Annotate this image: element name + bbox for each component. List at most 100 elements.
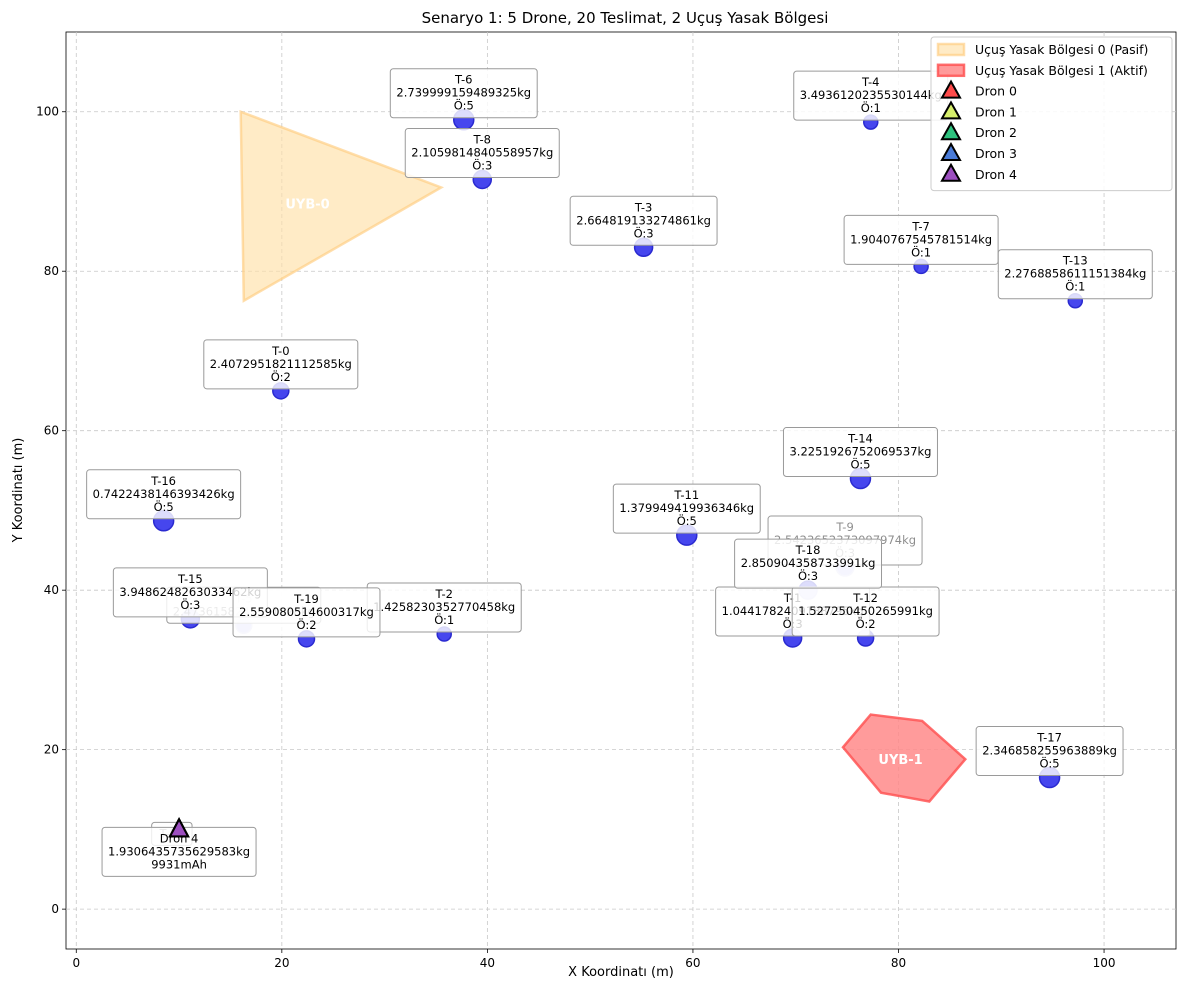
label-line: T-15 [177,572,203,586]
x-tick-label: 100 [1093,956,1116,970]
y-tick-label: 80 [44,264,59,278]
legend-entry: Dron 3 [940,141,1017,161]
drone-markers [168,817,190,838]
label-box [612,483,761,534]
label-line: Ö:2 [271,368,291,384]
legend-swatch [936,42,966,57]
label-line: Ö:3 [472,157,492,173]
x-tick-label: 20 [274,956,289,970]
label-line: 2.346858255963889kg [982,744,1117,758]
legend-entry: Dron 1 [940,100,1017,120]
label-line: T-16 [150,474,176,488]
label-line: 0.7422438146393426kg [93,487,235,501]
label-line: T-17 [1036,731,1062,745]
label-line: 1.527250450265991kg [798,604,933,618]
label-line: T-19 [293,592,319,606]
chart-title: Senaryo 1: 5 Drone, 20 Teslimat, 2 Uçuş … [422,9,829,27]
legend-entry: Dron 0 [940,79,1017,99]
label-line: T-3 [634,200,652,214]
x-tick-label: 80 [891,956,906,970]
label-box [232,587,381,638]
label-line: Ö:3 [798,567,818,583]
label-line: T-6 [454,73,472,87]
label-line: T-2 [435,587,453,601]
axes: 0 20 40 60 80 100 0 20 40 60 80 100 [36,105,1115,970]
legend-entry: Dron 2 [940,121,1017,141]
drone-marker-4 [168,817,190,838]
legend-swatch [940,100,962,120]
label-line: 2.559080514600317kg [239,605,374,619]
label-line: 1.9040767545781514kg [850,232,992,246]
no-fly-zone-label: UYB-1 [878,753,922,768]
label-line: 1.4258230352770458kg [373,600,515,614]
label-line: 3.9486248263033462kg [119,585,261,599]
label-line: T-0 [271,344,289,358]
delivery-labels: T-02.4072951821112585kgÖ:2T-11.044178240… [86,68,1153,877]
y-tick-label: 100 [36,105,59,119]
label-line: T-8 [473,133,491,147]
label-line: T-11 [673,488,699,502]
legend-label: Dron 0 [975,84,1017,99]
y-tick-label: 40 [44,583,59,597]
y-tick-label: 0 [51,902,59,916]
label-line: Ö:1 [861,99,881,115]
label-line: Ö:5 [454,97,474,113]
label-box [975,726,1124,777]
label-line: Ö:1 [434,611,454,627]
label-line: Dron 4 [160,831,199,845]
legend-label: Dron 3 [975,146,1017,161]
legend-entry: Dron 4 [940,162,1017,182]
x-tick-label: 40 [480,956,495,970]
no-fly-zones: UYB-0 UYB-1 [239,109,968,803]
x-tick-label: 60 [685,956,700,970]
label-line: 2.850904358733991kg [741,556,876,570]
label-line: 9931mAh [151,857,207,871]
legend-label: Dron 1 [975,104,1017,119]
label-line: T-9 [835,520,853,534]
label-line: Ö:1 [911,243,931,259]
label-line: 1.9306435735629583kg [108,844,250,858]
label-line: T-14 [847,432,873,446]
label-box [782,427,938,478]
legend-label: Dron 2 [975,125,1017,140]
no-fly-zone-1 [841,713,968,803]
legend-label: Uçuş Yasak Bölgesi 0 (Pasif) [975,42,1148,57]
label-box [997,249,1153,300]
label-line: Ö:5 [154,498,174,514]
x-axis-title: X Koordinatı (m) [568,965,674,980]
label-line: 3.2251926752069537kg [789,445,931,459]
label-line: 2.664819133274861kg [576,213,711,227]
label-line: Ö:5 [677,512,697,528]
no-fly-zone-0 [239,109,445,303]
label-box [404,128,560,179]
legend-entry: Uçuş Yasak Bölgesi 0 (Pasif) [936,42,1148,57]
label-line: T-12 [852,591,878,605]
legend: Uçuş Yasak Bölgesi 0 (Pasif) Uçuş Yasak B… [930,36,1173,192]
legend-frame [930,36,1173,192]
legend-entry: Uçuş Yasak Bölgesi 1 (Aktif) [936,63,1148,78]
label-line: Ö:3 [180,596,200,612]
y-tick-label: 20 [44,743,59,757]
label-line: T-13 [1062,254,1088,268]
legend-swatch [936,63,966,78]
label-line: Ö:1 [1065,278,1085,294]
label-line: 2.4072951821112585kg [210,357,352,371]
label-line: T-7 [911,219,929,233]
y-axis-title: Y Koordinatı (m) [11,438,26,544]
label-line: Ö:3 [634,224,654,240]
label-line: 1.379949419936346kg [619,501,754,515]
legend-label: Uçuş Yasak Bölgesi 1 (Aktif) [975,63,1148,78]
label-line: 3.4936120235530144kg [800,88,942,102]
